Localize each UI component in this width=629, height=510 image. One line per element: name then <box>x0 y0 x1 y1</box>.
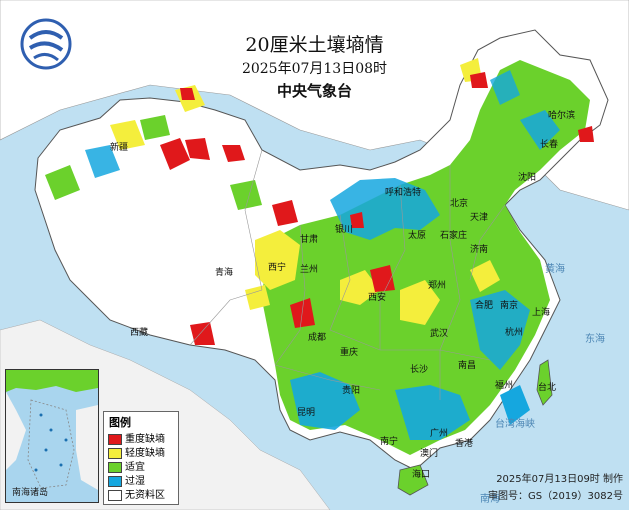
map-datetime: 2025年07月13日08时 <box>241 61 388 77</box>
label-hongkong: 香港 <box>455 439 474 449</box>
label-fuzhou: 福州 <box>495 381 514 391</box>
label-hefei: 合肥 <box>475 301 494 311</box>
label-jinan: 济南 <box>470 245 489 255</box>
legend-item-light-deficit: 轻度缺墒 <box>108 444 165 459</box>
inset-map <box>6 370 98 490</box>
label-hohhot: 呼和浩特 <box>385 188 422 198</box>
legend-label: 适宜 <box>125 462 145 473</box>
label-chongqing: 重庆 <box>340 348 359 358</box>
label-macau: 澳门 <box>420 449 439 459</box>
cma-logo <box>20 18 72 70</box>
issuing-agency: 中央气象台 <box>276 82 352 100</box>
label-changsha: 长沙 <box>410 365 429 375</box>
label-shenyang: 沈阳 <box>518 173 537 183</box>
map-approval-number: 审图号：GS（2019）3082号 <box>488 491 623 502</box>
label-hangzhou: 杭州 <box>505 328 524 338</box>
label-wuhan: 武汉 <box>430 329 449 339</box>
label-lanzhou: 兰州 <box>300 265 319 275</box>
legend-swatch-yellow <box>108 447 122 459</box>
label-yellow-sea: 黄海 <box>545 264 565 275</box>
map-title: 20厘米土壤墒情 <box>245 34 384 56</box>
label-beijing: 北京 <box>450 199 469 209</box>
label-shijiazhuang: 石家庄 <box>440 231 468 241</box>
label-nanjing: 南京 <box>500 301 519 311</box>
label-guangzhou: 广州 <box>430 429 449 439</box>
label-nanchang: 南昌 <box>458 361 477 371</box>
legend-label: 重度缺墒 <box>125 434 165 445</box>
label-xizang: 西藏 <box>130 328 149 338</box>
label-xining: 西宁 <box>268 263 287 273</box>
label-nanning: 南宁 <box>380 437 399 447</box>
legend: 图例 重度缺墒 轻度缺墒 适宜 过湿 无资料区 <box>103 411 179 505</box>
label-qinghai: 青海 <box>215 268 234 278</box>
label-guiyang: 贵阳 <box>342 386 361 396</box>
production-time: 2025年07月13日09时 制作 <box>496 474 623 485</box>
label-south-china-sea: 南海 <box>480 494 500 505</box>
legend-swatch-blue <box>108 475 122 487</box>
legend-item-severe-deficit: 重度缺墒 <box>108 430 165 445</box>
label-haikou: 海口 <box>412 470 431 480</box>
label-kunming: 昆明 <box>297 408 316 418</box>
label-taiyuan: 太原 <box>408 231 427 241</box>
legend-swatch-white <box>108 489 122 501</box>
legend-label: 轻度缺墒 <box>125 448 165 459</box>
label-yinchuan: 银川 <box>335 225 354 235</box>
legend-swatch-green <box>108 461 122 473</box>
label-harbin: 哈尔滨 <box>548 111 576 121</box>
label-changchun: 长春 <box>540 140 559 150</box>
label-taipei: 台北 <box>538 383 557 393</box>
legend-label: 无资料区 <box>125 490 165 501</box>
inset-label: 南海诸岛 <box>12 488 49 498</box>
label-gansu: 甘肃 <box>300 235 319 245</box>
label-east-china-sea: 东海 <box>585 334 605 345</box>
legend-title: 图例 <box>109 416 131 429</box>
label-tianjin: 天津 <box>470 213 489 223</box>
south-china-sea-inset: 南海诸岛 <box>5 369 99 503</box>
legend-item-wet: 过湿 <box>108 472 145 487</box>
legend-item-no-data: 无资料区 <box>108 486 165 501</box>
label-xinjiang: 新疆 <box>110 143 129 153</box>
label-zhengzhou: 郑州 <box>428 281 447 291</box>
legend-label: 过湿 <box>125 476 145 487</box>
label-taiwan-strait: 台湾海峡 <box>495 419 535 430</box>
label-shanghai: 上海 <box>532 308 551 318</box>
legend-swatch-red <box>108 433 122 445</box>
legend-item-suitable: 适宜 <box>108 458 145 473</box>
label-xian: 西安 <box>368 293 387 303</box>
label-chengdu: 成都 <box>308 333 327 343</box>
